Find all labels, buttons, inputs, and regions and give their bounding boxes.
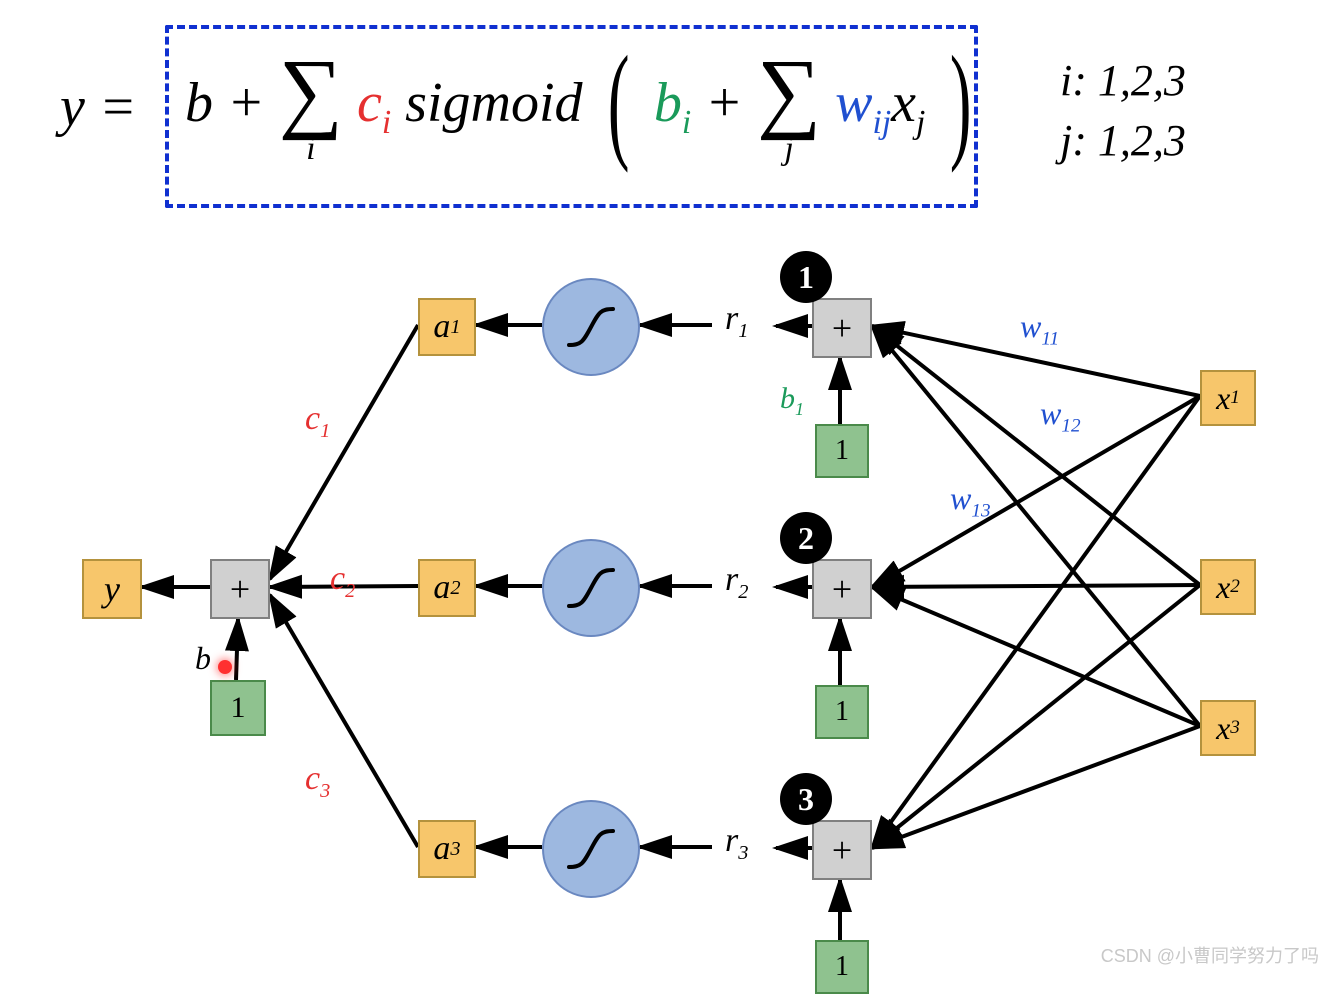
c3-label: c3 xyxy=(305,760,330,803)
watermark: CSDN @小曹同学努力了吗 xyxy=(1101,942,1319,968)
x3-node: x3 xyxy=(1200,700,1256,756)
bias-3: 1 xyxy=(815,940,869,994)
bias-left: 1 xyxy=(210,680,266,736)
b-i: bi xyxy=(654,72,691,134)
sum-r1: + xyxy=(812,298,872,358)
w13-label: w13 xyxy=(950,480,991,522)
r2-label: r2 xyxy=(725,561,748,604)
sigmoid3-node xyxy=(542,800,640,898)
ncircle-3: 3 xyxy=(780,773,832,825)
b-plus: b + xyxy=(185,75,265,131)
sum-r3: + xyxy=(812,820,872,880)
cursor-dot-icon xyxy=(218,660,232,674)
r3-label: r3 xyxy=(725,822,748,865)
w-ij: wij xyxy=(835,72,891,134)
c1-label: c1 xyxy=(305,400,330,443)
plus2: + xyxy=(705,72,743,134)
r1-label: r1 xyxy=(725,300,748,343)
x2-node: x2 xyxy=(1200,559,1256,615)
c-i: ci xyxy=(357,72,391,134)
sum-left: + xyxy=(210,559,270,619)
b-main-label: b xyxy=(195,640,211,677)
sum-r2: + xyxy=(812,559,872,619)
sum-j-icon: ∑ xyxy=(757,51,821,132)
idx-j: j: 1,2,3 xyxy=(1060,115,1186,166)
formula-y: y = xyxy=(60,75,137,139)
sigmoid1-node xyxy=(542,278,640,376)
w12-label: w12 xyxy=(1040,395,1081,437)
sigmoid-curve-icon xyxy=(561,819,621,879)
sigmoid-curve-icon xyxy=(561,297,621,357)
sigmoid-curve-icon xyxy=(561,558,621,618)
c2-label: c2 xyxy=(330,560,355,603)
w11-label: w11 xyxy=(1020,308,1059,350)
a1-node: a1 xyxy=(418,298,476,356)
y-eq: y = xyxy=(60,76,137,138)
a3-node: a3 xyxy=(418,820,476,878)
bias-2: 1 xyxy=(815,685,869,739)
bias-1: 1 xyxy=(815,424,869,478)
ncircle-2: 2 xyxy=(780,512,832,564)
sum-i-icon: ∑ xyxy=(279,51,343,132)
y-node: y xyxy=(82,559,142,619)
sigmoid2-node xyxy=(542,539,640,637)
x1-node: x1 xyxy=(1200,370,1256,426)
b1-label: b1 xyxy=(780,382,804,420)
formula-body: b + ∑ i ci sigmoid ( bi + ∑ j wijxj ) xyxy=(185,35,983,173)
a2-node: a2 xyxy=(418,559,476,617)
sigmoid-text: sigmoid xyxy=(405,72,582,134)
ncircle-1: 1 xyxy=(780,251,832,303)
idx-i: i: 1,2,3 xyxy=(1060,55,1186,106)
x-j: xj xyxy=(891,72,925,134)
